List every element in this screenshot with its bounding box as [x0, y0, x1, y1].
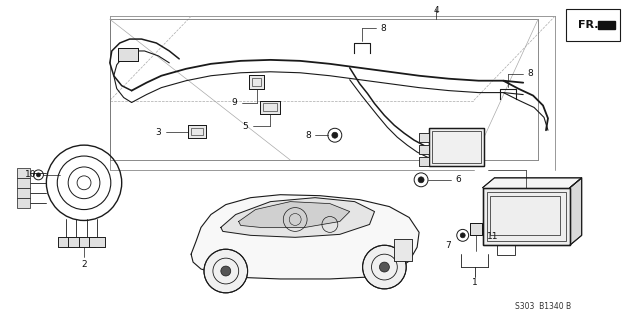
Bar: [79, 237, 95, 247]
Circle shape: [363, 245, 406, 289]
Bar: [89, 237, 105, 247]
Bar: [249, 75, 265, 89]
Bar: [16, 198, 30, 208]
Text: 8: 8: [380, 24, 386, 33]
Bar: [188, 125, 206, 138]
Text: 4: 4: [433, 6, 439, 15]
Text: 10: 10: [25, 170, 37, 180]
Bar: [251, 78, 261, 86]
Polygon shape: [221, 198, 375, 237]
Bar: [68, 237, 84, 247]
Circle shape: [460, 233, 465, 238]
Polygon shape: [239, 202, 349, 228]
Bar: [566, 9, 620, 41]
Text: 2: 2: [81, 260, 87, 268]
Bar: [394, 239, 412, 261]
Text: 9: 9: [231, 98, 237, 107]
Text: 8: 8: [305, 131, 311, 140]
Bar: [191, 128, 203, 135]
Text: 6: 6: [456, 175, 461, 184]
Text: S303  B1340 B: S303 B1340 B: [515, 302, 571, 311]
Circle shape: [418, 177, 424, 183]
Text: 7: 7: [445, 241, 451, 250]
Bar: [419, 145, 429, 154]
Bar: [419, 157, 429, 166]
Bar: [482, 188, 570, 245]
Bar: [482, 188, 570, 245]
Bar: [487, 192, 566, 241]
Bar: [249, 75, 265, 89]
Text: 1: 1: [472, 278, 477, 287]
Bar: [470, 223, 482, 235]
Bar: [419, 145, 429, 154]
Bar: [16, 188, 30, 198]
Bar: [58, 237, 74, 247]
Bar: [470, 223, 482, 235]
Circle shape: [379, 262, 389, 272]
Bar: [429, 128, 484, 166]
Bar: [261, 100, 280, 114]
Polygon shape: [598, 21, 615, 29]
Bar: [16, 168, 30, 178]
Bar: [118, 48, 137, 61]
Bar: [498, 245, 515, 255]
Bar: [118, 48, 137, 61]
Polygon shape: [191, 195, 419, 279]
Bar: [188, 125, 206, 138]
Bar: [79, 237, 95, 247]
Circle shape: [204, 249, 248, 293]
Text: 3: 3: [156, 128, 161, 137]
Bar: [89, 237, 105, 247]
Bar: [419, 133, 429, 142]
Bar: [429, 128, 484, 166]
Bar: [491, 196, 560, 235]
Bar: [263, 103, 277, 111]
Text: 5: 5: [242, 122, 248, 131]
Bar: [58, 237, 74, 247]
Bar: [419, 133, 429, 142]
Bar: [419, 157, 429, 166]
Text: 11: 11: [487, 232, 498, 241]
Bar: [261, 100, 280, 114]
Polygon shape: [482, 178, 582, 188]
Text: FR.: FR.: [578, 20, 598, 30]
Polygon shape: [570, 178, 582, 245]
Bar: [432, 131, 480, 163]
Bar: [68, 237, 84, 247]
Circle shape: [221, 266, 231, 276]
Bar: [394, 239, 412, 261]
Circle shape: [37, 173, 41, 177]
Bar: [16, 178, 30, 188]
Circle shape: [332, 132, 338, 138]
Text: 8: 8: [527, 69, 533, 78]
